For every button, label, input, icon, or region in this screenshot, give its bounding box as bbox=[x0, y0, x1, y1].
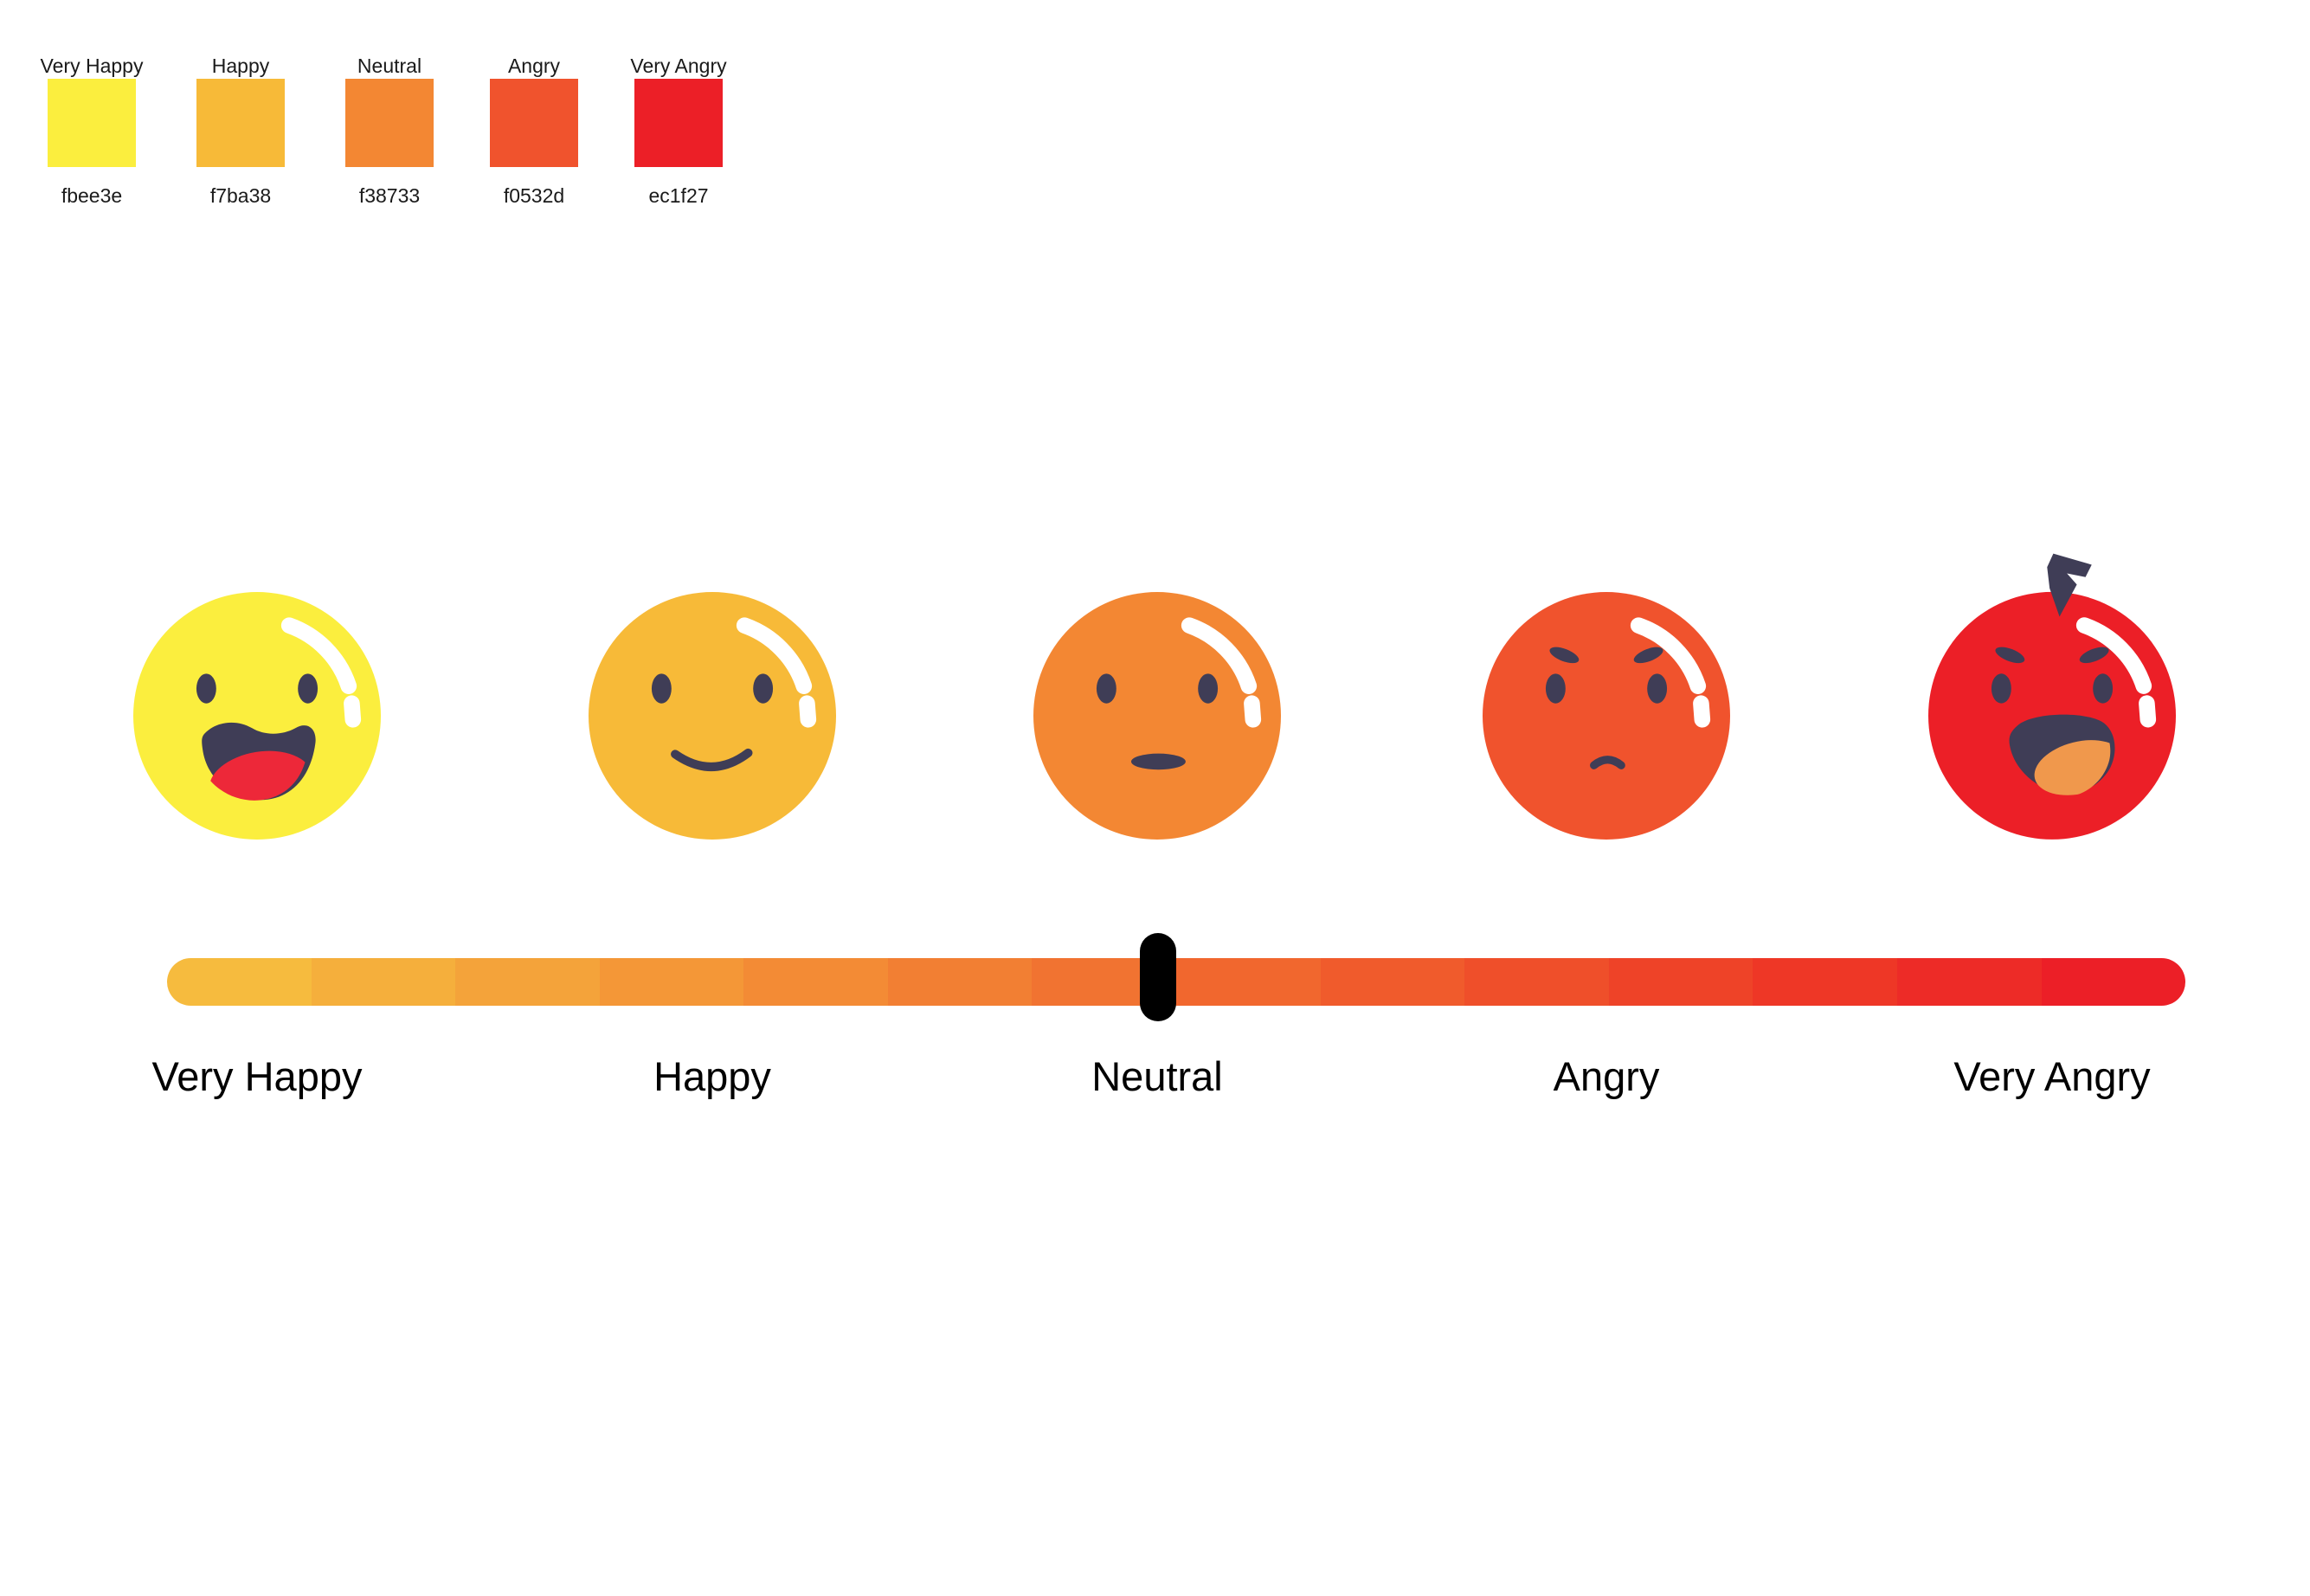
palette-item: Very Happy fbee3e bbox=[17, 54, 166, 208]
eye-left bbox=[1545, 673, 1566, 704]
shine-highlight bbox=[280, 617, 357, 694]
slider-segment[interactable] bbox=[1464, 958, 1609, 1006]
palette-label: Neutral bbox=[357, 55, 422, 77]
lightning-bolt-icon bbox=[2047, 553, 2092, 617]
face-circle bbox=[1483, 592, 1730, 840]
eyebrow-left bbox=[1549, 647, 1580, 664]
scale-label-neutral: Neutral bbox=[1091, 1053, 1223, 1099]
shine-dash bbox=[799, 695, 817, 728]
shine-highlight bbox=[1181, 617, 1258, 694]
slider-handle[interactable] bbox=[1140, 933, 1176, 1021]
slider-segment[interactable] bbox=[887, 958, 1033, 1006]
eye-left bbox=[1096, 673, 1116, 704]
shine-highlight bbox=[736, 617, 813, 694]
scale-label-very-happy: Very Happy bbox=[151, 1053, 363, 1099]
emoji-very-angry[interactable] bbox=[1928, 518, 2176, 840]
palette-label: Very Angry bbox=[630, 55, 727, 77]
emoji-very-happy[interactable] bbox=[133, 592, 381, 840]
eyebrow-right bbox=[2079, 647, 2109, 664]
slider-segment[interactable] bbox=[311, 958, 456, 1006]
eye-left bbox=[1991, 673, 2011, 704]
eye-left bbox=[651, 673, 672, 704]
eyebrow-left bbox=[1995, 647, 2025, 664]
palette-label: Angry bbox=[507, 55, 561, 77]
slider-segment[interactable] bbox=[1608, 958, 1753, 1006]
color-swatch bbox=[345, 79, 434, 167]
palette-item: Happy f7ba38 bbox=[166, 54, 315, 208]
palette-hex: f38733 bbox=[358, 184, 421, 207]
shine-highlight bbox=[2075, 617, 2152, 694]
slider-segment[interactable] bbox=[167, 958, 312, 1006]
eye-right bbox=[753, 673, 774, 704]
palette-label: Happy bbox=[211, 55, 270, 77]
palette-label: Very Happy bbox=[40, 55, 144, 77]
shine-dash bbox=[1693, 695, 1711, 728]
slider-segment[interactable] bbox=[2041, 958, 2185, 1006]
color-swatch bbox=[196, 79, 285, 167]
face-circle bbox=[133, 592, 381, 840]
eye-right bbox=[1198, 673, 1219, 704]
slider-segment[interactable] bbox=[599, 958, 744, 1006]
color-swatch bbox=[490, 79, 578, 167]
emoji-neutral[interactable] bbox=[1033, 592, 1281, 840]
eye-right bbox=[2093, 673, 2114, 704]
slider-segment[interactable] bbox=[455, 958, 600, 1006]
palette-item: Very Angry ec1f27 bbox=[604, 54, 753, 208]
scale-label-happy: Happy bbox=[653, 1053, 771, 1099]
palette-item: Angry f0532d bbox=[460, 54, 608, 208]
face-circle bbox=[589, 592, 836, 840]
palette-hex: f7ba38 bbox=[209, 184, 272, 207]
slider-segment[interactable] bbox=[743, 958, 888, 1006]
shine-dash bbox=[2139, 695, 2157, 728]
palette-hex: ec1f27 bbox=[648, 184, 709, 207]
scale-label-very-angry: Very Angry bbox=[1953, 1053, 2151, 1099]
palette-item: Neutral f38733 bbox=[315, 54, 464, 208]
slider-segment[interactable] bbox=[1320, 958, 1465, 1006]
mouth bbox=[1590, 756, 1625, 769]
emoji-happy[interactable] bbox=[589, 592, 836, 840]
slider-segment[interactable] bbox=[1176, 958, 1321, 1006]
color-swatch bbox=[48, 79, 136, 167]
scale-label-angry: Angry bbox=[1553, 1053, 1660, 1099]
shine-dash bbox=[344, 695, 362, 728]
slider-segment[interactable] bbox=[1896, 958, 2042, 1006]
palette-hex: f0532d bbox=[503, 184, 565, 207]
eye-right bbox=[298, 673, 319, 704]
eye-right bbox=[1647, 673, 1668, 704]
emoji-angry[interactable] bbox=[1483, 592, 1730, 840]
eyebrow-right bbox=[1633, 647, 1663, 664]
shine-highlight bbox=[1630, 617, 1707, 694]
eye-left bbox=[196, 673, 216, 704]
mouth bbox=[671, 748, 753, 771]
palette-hex: fbee3e bbox=[61, 184, 123, 207]
face-circle bbox=[1033, 592, 1281, 840]
slider-segment[interactable] bbox=[1753, 958, 1897, 1006]
slider-track[interactable] bbox=[167, 958, 2185, 1006]
color-swatch bbox=[634, 79, 723, 167]
mouth bbox=[1130, 753, 1186, 770]
